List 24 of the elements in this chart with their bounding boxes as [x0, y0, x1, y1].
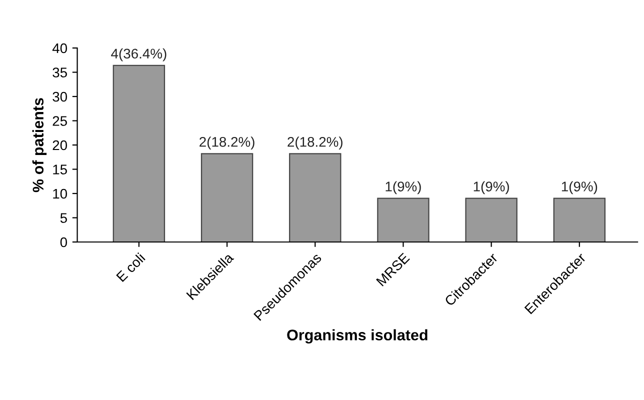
y-tick-label: 0: [60, 237, 68, 248]
y-tick-label: 40: [52, 43, 68, 54]
y-tick-label: 25: [52, 116, 67, 126]
y-tick-label: 30: [52, 92, 68, 102]
data-label: 2(18.2%): [288, 136, 342, 150]
data-label: 2(18.2%): [200, 136, 254, 150]
y-tick-label: 10: [53, 188, 68, 199]
y-tick-label: 35: [52, 68, 67, 78]
data-label: 1(9%): [562, 181, 598, 194]
bar: [377, 198, 430, 242]
bar: [289, 153, 342, 242]
bar: [553, 198, 606, 242]
y-tick-label: 20: [52, 140, 68, 150]
bar: [112, 64, 166, 242]
bar: [465, 198, 518, 242]
y-axis-title: % of patients: [32, 98, 47, 192]
bar: [200, 153, 254, 242]
x-axis-title: Organisms isolated: [287, 329, 428, 344]
y-tick-label: 5: [60, 213, 67, 223]
data-label: 1(9%): [474, 181, 509, 194]
data-label: 1(9%): [386, 181, 421, 194]
data-label: 4(36.4%): [111, 48, 166, 62]
y-tick-label: 15: [53, 164, 67, 174]
x-tick-label: E coli: [116, 252, 146, 282]
